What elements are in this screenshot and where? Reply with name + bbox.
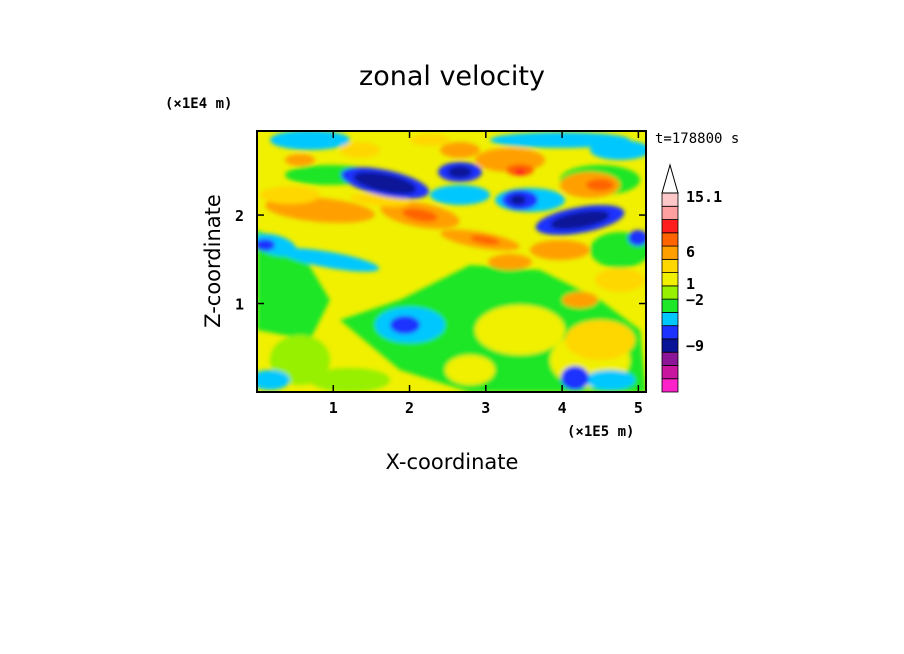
velocity-contour [340, 142, 380, 158]
colorbar-label: 1 [686, 275, 695, 293]
colorbar-band [661, 311, 679, 327]
colorbar-band [661, 258, 679, 274]
colorbar-band [661, 285, 679, 300]
plot-area [257, 131, 646, 392]
velocity-contour [310, 368, 390, 392]
x-axis-label: X-coordinate [386, 450, 519, 474]
velocity-contour [490, 132, 630, 148]
colorbar-label: −2 [686, 291, 704, 309]
velocity-contour [562, 292, 598, 308]
velocity-contour [440, 142, 480, 158]
velocity-contour [353, 171, 417, 195]
velocity-contour [514, 169, 526, 175]
colorbar-band [661, 232, 679, 247]
velocity-contour [257, 239, 275, 251]
y-unit-label: (×1E4 m) [165, 96, 232, 112]
colorbar-band [661, 272, 679, 287]
colorbar-band [661, 205, 679, 220]
velocity-contour [280, 248, 380, 272]
velocity-contour [448, 166, 472, 178]
colorbar-band [661, 298, 679, 313]
velocity-contour [488, 254, 532, 270]
colorbar-arrow [661, 163, 679, 194]
colorbar-label: −9 [686, 337, 704, 355]
colorbar-band [661, 338, 679, 353]
chart-title: zonal velocity [359, 61, 545, 92]
velocity-contour [585, 370, 635, 390]
y-axis-ticks: 12 [235, 207, 646, 314]
velocity-contour [270, 131, 350, 150]
colorbar-band [661, 351, 679, 366]
x-tick-label: 3 [481, 399, 490, 417]
velocity-contour [530, 240, 590, 260]
colorbar-band [661, 192, 679, 207]
x-tick-label: 5 [634, 399, 643, 417]
time-label: t=178800 s [655, 131, 739, 147]
y-tick-label: 2 [235, 207, 244, 225]
colorbar-band [661, 325, 679, 340]
velocity-contour [595, 268, 645, 292]
y-tick-label: 1 [235, 296, 244, 314]
velocity-contour [510, 195, 526, 205]
velocity-contour [590, 140, 646, 160]
x-tick-label: 4 [558, 399, 567, 417]
x-axis-ticks: 1 2 3 4 5 [329, 131, 643, 417]
colorbar-band [661, 378, 679, 393]
velocity-contour [270, 335, 330, 385]
velocity-contour [565, 320, 635, 360]
velocity-contour [257, 370, 290, 390]
velocity-contour [470, 235, 500, 245]
velocity-contour [285, 154, 315, 166]
velocity-contour [260, 186, 320, 204]
velocity-field [257, 131, 646, 392]
plot-frame [256, 130, 647, 393]
velocity-contour [257, 230, 330, 340]
x-tick-label: 1 [329, 399, 338, 417]
colorbar-label: 6 [686, 243, 695, 261]
velocity-contour [475, 305, 565, 355]
colorbar-band [661, 245, 679, 260]
velocity-contour [550, 210, 610, 230]
colorbar-band [661, 219, 679, 234]
velocity-contour [561, 366, 589, 390]
velocity-contour [586, 179, 614, 191]
x-unit-label: (×1E5 m) [567, 424, 634, 440]
velocity-contour [390, 316, 420, 334]
colorbar-band [661, 365, 679, 380]
colorbar-label: 15.1 [686, 188, 722, 206]
colorbar: 15.1 6 1−2 −9 [661, 163, 722, 393]
velocity-contour [410, 134, 450, 146]
x-tick-label: 2 [405, 399, 414, 417]
velocity-contour [430, 185, 490, 205]
velocity-contour [445, 355, 495, 385]
y-axis-label: Z-coordinate [201, 194, 225, 328]
velocity-contour [628, 230, 646, 246]
velocity-contour [402, 208, 438, 222]
